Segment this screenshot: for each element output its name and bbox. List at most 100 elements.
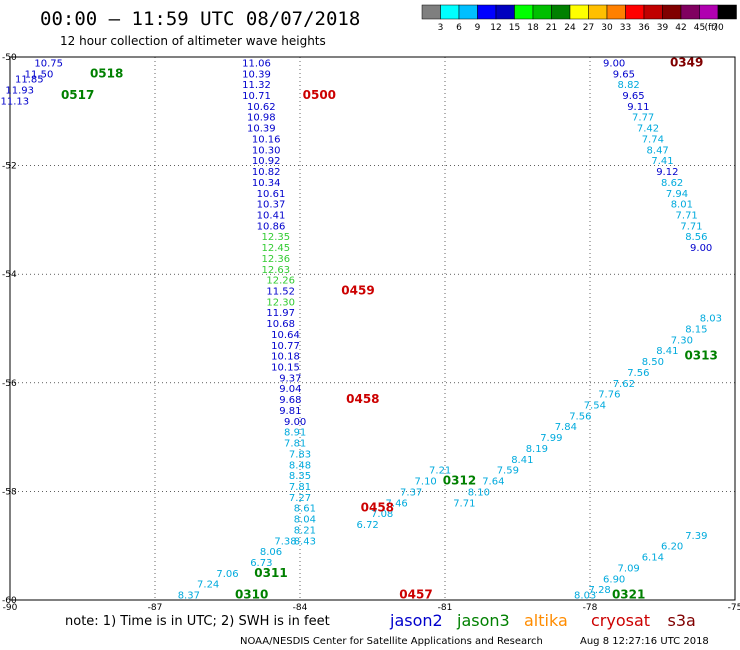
legend-tick: 6 <box>456 23 462 33</box>
pass-time-label: 0311 <box>254 566 287 580</box>
wave-height-label: 9.37 <box>279 373 301 384</box>
legend-swatch <box>662 4 682 20</box>
pass-time-label: 0321 <box>612 588 645 602</box>
footnote: note: 1) Time is in UTC; 2) SWH is in fe… <box>65 614 330 629</box>
pass-time-label: 0313 <box>684 349 717 363</box>
legend-swatch <box>588 4 608 20</box>
wave-height-label: 6.14 <box>642 553 664 564</box>
legend-swatch <box>569 4 589 20</box>
wave-height-label: 9.65 <box>613 69 635 80</box>
wave-height-label: 10.30 <box>252 145 281 156</box>
x-tick-label: -87 <box>148 603 163 613</box>
legend-swatch <box>477 4 497 20</box>
satellite-name: jason2 <box>389 611 443 630</box>
wave-height-label: 7.83 <box>289 449 311 460</box>
legend-tick: 24 <box>564 23 576 33</box>
wave-height-label: 8.35 <box>289 471 311 482</box>
legend-tick: 42 <box>675 23 686 33</box>
wave-height-label: 10.68 <box>266 319 295 330</box>
legend-unit: (ft) <box>704 23 718 33</box>
legend-swatch <box>606 4 626 20</box>
wave-height-label: 10.34 <box>252 178 281 189</box>
wave-height-label: 9.11 <box>627 102 649 113</box>
wave-height-label: 7.46 <box>386 498 408 509</box>
wave-height-label: 8.47 <box>647 145 669 156</box>
wave-height-label: 11.52 <box>266 286 295 297</box>
legend-tick: 9 <box>475 23 481 33</box>
credit-line: NOAA/NESDIS Center for Satellite Applica… <box>240 636 543 647</box>
wave-height-label: 7.76 <box>598 390 620 401</box>
wave-height-label: 8.62 <box>661 178 683 189</box>
legend-tick: 30 <box>601 23 613 33</box>
wave-height-label: 10.71 <box>242 91 271 102</box>
wave-height-label: 9.65 <box>622 91 644 102</box>
legend-tick: 36 <box>638 23 650 33</box>
wave-height-label: 11.32 <box>242 80 271 91</box>
wave-height-label: 10.92 <box>252 156 281 167</box>
wave-height-label: 6.90 <box>603 574 625 585</box>
wave-height-label: 8.03 <box>700 314 722 325</box>
y-tick-label: -52 <box>2 162 17 172</box>
wave-height-label: 7.21 <box>429 466 451 477</box>
wave-height-label: 7.94 <box>666 189 688 200</box>
legend-tick: 3 <box>438 23 444 33</box>
chart-subtitle: 12 hour collection of altimeter wave hei… <box>60 34 326 48</box>
legend-tick: 27 <box>583 23 594 33</box>
wave-height-label: 7.81 <box>284 439 306 450</box>
wave-height-label: 8.41 <box>511 455 533 466</box>
y-tick-label: -60 <box>2 596 17 606</box>
wave-height-label: 11.06 <box>242 58 271 69</box>
legend-swatch <box>551 4 571 20</box>
wave-height-label: 8.04 <box>294 515 316 526</box>
timestamp: Aug 8 12:27:16 UTC 2018 <box>580 636 709 647</box>
wave-height-label: 12.63 <box>262 265 291 276</box>
wave-height-label: 9.04 <box>279 384 301 395</box>
wave-height-label: 9.00 <box>603 58 625 69</box>
wave-height-label: 8.91 <box>284 428 306 439</box>
legend-swatch <box>680 4 700 20</box>
chart-title: 00:00 – 11:59 UTC 08/07/2018 <box>40 8 360 30</box>
x-tick-label: -81 <box>438 603 453 613</box>
y-tick-label: -58 <box>2 487 17 497</box>
wave-height-label: 7.99 <box>540 433 562 444</box>
wave-height-label: 10.82 <box>252 167 281 178</box>
wave-height-label: 8.01 <box>671 200 693 211</box>
wave-height-label: 7.71 <box>453 498 475 509</box>
wave-height-label: 11.97 <box>266 308 295 319</box>
wave-height-label: 11.85 <box>15 75 44 86</box>
pass-time-label: 0517 <box>61 88 94 102</box>
wave-height-label: 7.42 <box>637 124 659 135</box>
wave-height-label: 7.38 <box>274 536 296 547</box>
wave-height-label: 10.62 <box>247 102 276 113</box>
wave-height-label: 7.71 <box>676 210 698 221</box>
legend-tick: 18 <box>527 23 539 33</box>
y-tick-label: -54 <box>2 270 17 280</box>
wave-height-label: 9.81 <box>279 406 301 417</box>
x-tick-label: -75 <box>728 603 740 613</box>
legend-swatch <box>458 4 478 20</box>
color-legend: 3 6 9 12 15 18 21 24 27 30 33 36 39 42 45 70(ft) <box>421 4 737 33</box>
legend-swatch <box>421 4 441 20</box>
satellite-name: cryosat <box>591 611 650 630</box>
wave-height-label: 9.12 <box>656 167 678 178</box>
legend-swatch <box>717 4 737 20</box>
wave-height-label: 7.74 <box>642 134 664 145</box>
pass-time-label: 0459 <box>341 283 374 297</box>
wave-height-label: 8.19 <box>526 444 548 455</box>
wave-height-label: 8.43 <box>294 536 316 547</box>
wave-height-label: 7.37 <box>400 487 422 498</box>
legend-swatch <box>440 4 460 20</box>
x-tick-label: -90 <box>3 603 18 613</box>
pass-time-label: 0500 <box>303 88 336 102</box>
wave-height-label: 12.30 <box>266 297 295 308</box>
wave-height-label: 10.98 <box>247 113 276 124</box>
pass-time-label: 0312 <box>443 474 476 488</box>
wave-height-label: 7.24 <box>197 580 219 591</box>
wave-height-label: 7.54 <box>584 401 606 412</box>
wave-height-label: 7.39 <box>685 531 707 542</box>
wave-height-label: 10.39 <box>247 124 276 135</box>
wave-height-label: 8.37 <box>178 591 200 602</box>
wave-height-label: 7.84 <box>555 422 577 433</box>
wave-height-label: 12.35 <box>262 232 291 243</box>
